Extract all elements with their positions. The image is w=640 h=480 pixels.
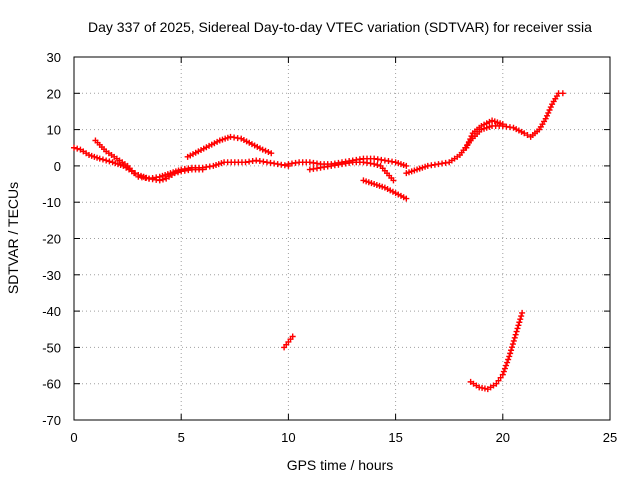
data-point-marker <box>506 353 513 360</box>
y-tick-label: 10 <box>47 123 61 138</box>
data-point-marker <box>547 104 554 111</box>
y-tick-label: -60 <box>42 377 61 392</box>
y-tick-label: -10 <box>42 195 61 210</box>
data-point-marker <box>468 133 475 140</box>
y-tick-label: -30 <box>42 268 61 283</box>
y-tick-label: -20 <box>42 232 61 247</box>
data-point-marker <box>518 313 525 320</box>
series-track-8 <box>403 90 566 177</box>
data-point-marker <box>71 144 77 151</box>
data-point-marker <box>103 157 110 164</box>
data-point-marker <box>503 362 510 369</box>
y-tick-label: 20 <box>47 86 61 101</box>
series-track-10 <box>281 333 296 351</box>
series-track-11 <box>467 309 526 393</box>
series-track-4 <box>184 133 275 160</box>
data-point-marker <box>465 138 472 145</box>
data-point-marker <box>374 161 381 168</box>
data-point-marker <box>371 161 378 168</box>
chart-title: Day 337 of 2025, Sidereal Day-to-day VTE… <box>88 19 592 35</box>
y-axis: -70 -60 -50 -40 -30 -20 -10 0 10 20 30 <box>42 50 610 428</box>
data-point-marker <box>508 347 515 354</box>
data-point-marker <box>542 115 549 122</box>
data-point-marker <box>514 325 521 332</box>
data-point-marker <box>96 155 103 162</box>
data-point-marker <box>499 121 506 128</box>
data-point-marker <box>106 158 113 165</box>
series-track-6 <box>306 159 397 184</box>
series-track-3 <box>135 157 292 182</box>
data-point-marker <box>500 368 507 375</box>
x-tick-label: 25 <box>603 430 617 445</box>
x-tick-label: 5 <box>178 430 185 445</box>
x-axis: 0 5 10 15 20 25 <box>70 57 617 445</box>
data-point-marker <box>508 344 515 351</box>
series-track-7 <box>360 177 410 202</box>
data-point-marker <box>510 337 517 344</box>
data-point-marker <box>515 322 522 329</box>
y-tick-label: 30 <box>47 50 61 65</box>
data-point-marker <box>74 145 81 152</box>
y-tick-label: 0 <box>54 159 61 174</box>
y-axis-label: SDTVAR / TECUs <box>5 182 21 294</box>
data-series <box>71 90 566 393</box>
data-point-marker <box>131 170 138 177</box>
data-point-marker <box>259 146 266 153</box>
x-tick-label: 10 <box>281 430 295 445</box>
data-point-marker <box>524 132 531 139</box>
data-point-marker <box>511 334 518 341</box>
data-point-marker <box>390 177 397 184</box>
data-point-marker <box>265 148 272 155</box>
y-tick-label: -40 <box>42 304 61 319</box>
data-point-marker <box>513 328 520 335</box>
data-point-marker <box>559 90 566 97</box>
data-point-marker <box>99 156 106 163</box>
y-tick-label: -50 <box>42 340 61 355</box>
data-point-marker <box>403 195 410 202</box>
data-point-marker <box>545 109 552 116</box>
data-point-marker <box>505 356 512 363</box>
data-point-marker <box>546 106 553 113</box>
x-tick-label: 0 <box>70 430 77 445</box>
data-point-marker <box>521 130 528 137</box>
data-point-marker <box>495 377 502 384</box>
data-point-marker <box>519 309 526 316</box>
grid <box>74 57 610 420</box>
x-tick-label: 20 <box>496 430 510 445</box>
data-point-marker <box>463 144 470 151</box>
series-track-2 <box>92 137 138 177</box>
data-point-marker <box>289 333 296 340</box>
y-tick-label: -70 <box>42 413 61 428</box>
data-point-marker <box>262 147 269 154</box>
data-point-marker <box>501 365 508 372</box>
data-point-marker <box>512 331 519 338</box>
data-point-marker <box>467 136 474 143</box>
data-point-marker <box>509 341 516 348</box>
data-point-marker <box>464 141 471 148</box>
data-point-marker <box>516 319 523 326</box>
data-point-marker <box>507 350 514 357</box>
x-tick-label: 15 <box>388 430 402 445</box>
data-point-marker <box>403 162 410 169</box>
x-axis-label: GPS time / hours <box>287 457 394 473</box>
data-point-marker <box>497 374 504 381</box>
data-point-marker <box>493 380 500 387</box>
data-point-marker <box>504 359 511 366</box>
data-point-marker <box>268 150 275 157</box>
series-track-9 <box>463 117 506 151</box>
data-point-marker <box>543 112 550 119</box>
data-point-marker <box>517 316 524 323</box>
data-point-marker <box>499 371 506 378</box>
